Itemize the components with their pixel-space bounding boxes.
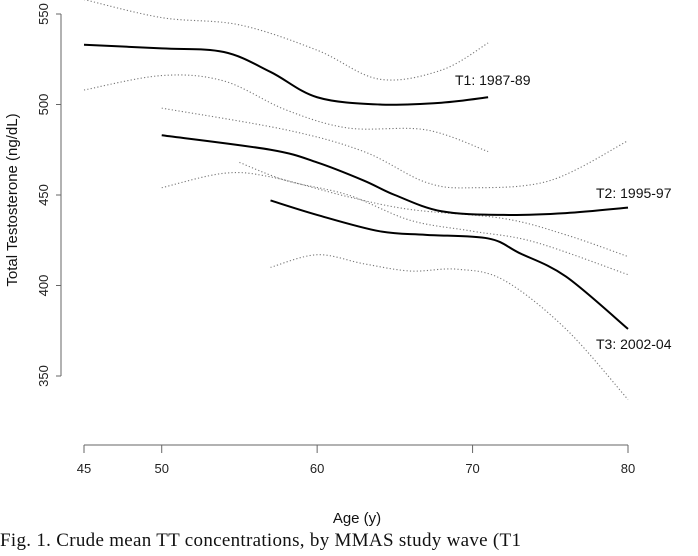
t1-upper-bound: [83, 0, 489, 81]
y-tick-label: 350: [36, 365, 51, 387]
t3-mean-line: [270, 199, 629, 330]
confidence-bands: [83, 0, 629, 400]
t1-lower-bound: [83, 74, 489, 153]
x-axis: 45 50 60 70 80: [77, 444, 635, 476]
x-tick-label: 70: [465, 461, 479, 476]
series-label-t2: T2: 1995-97: [596, 185, 672, 201]
x-tick-label: 45: [77, 461, 91, 476]
y-tick-label: 500: [36, 94, 51, 116]
y-tick-label: 450: [36, 184, 51, 206]
t2-mean-line: [161, 134, 629, 216]
x-axis-title: Age (y): [333, 510, 381, 527]
x-tick-label: 50: [154, 461, 168, 476]
y-axis: 350 400 450 500 550: [36, 3, 62, 387]
y-tick-label: 550: [36, 3, 51, 25]
t1-mean-line: [83, 43, 489, 106]
figure-caption: Fig. 1. Crude mean TT concentrations, by…: [0, 530, 522, 551]
x-tick-label: 60: [310, 461, 324, 476]
t2-lower-bound: [161, 171, 629, 258]
series-label-t1: T1: 1987-89: [455, 72, 531, 88]
y-tick-label: 400: [36, 275, 51, 297]
x-tick-label: 80: [621, 461, 635, 476]
chart: 350 400 450 500 550 45 50 60 70 80 Total Testost…: [4, 0, 672, 527]
t3-upper-bound: [239, 161, 629, 276]
y-axis-title: Total Testosterone (ng/dL): [4, 113, 21, 286]
t3-lower-bound: [270, 254, 629, 400]
t2-upper-bound: [161, 107, 629, 189]
mean-lines: [83, 43, 629, 330]
series-label-t3: T3: 2002-04: [596, 336, 672, 352]
